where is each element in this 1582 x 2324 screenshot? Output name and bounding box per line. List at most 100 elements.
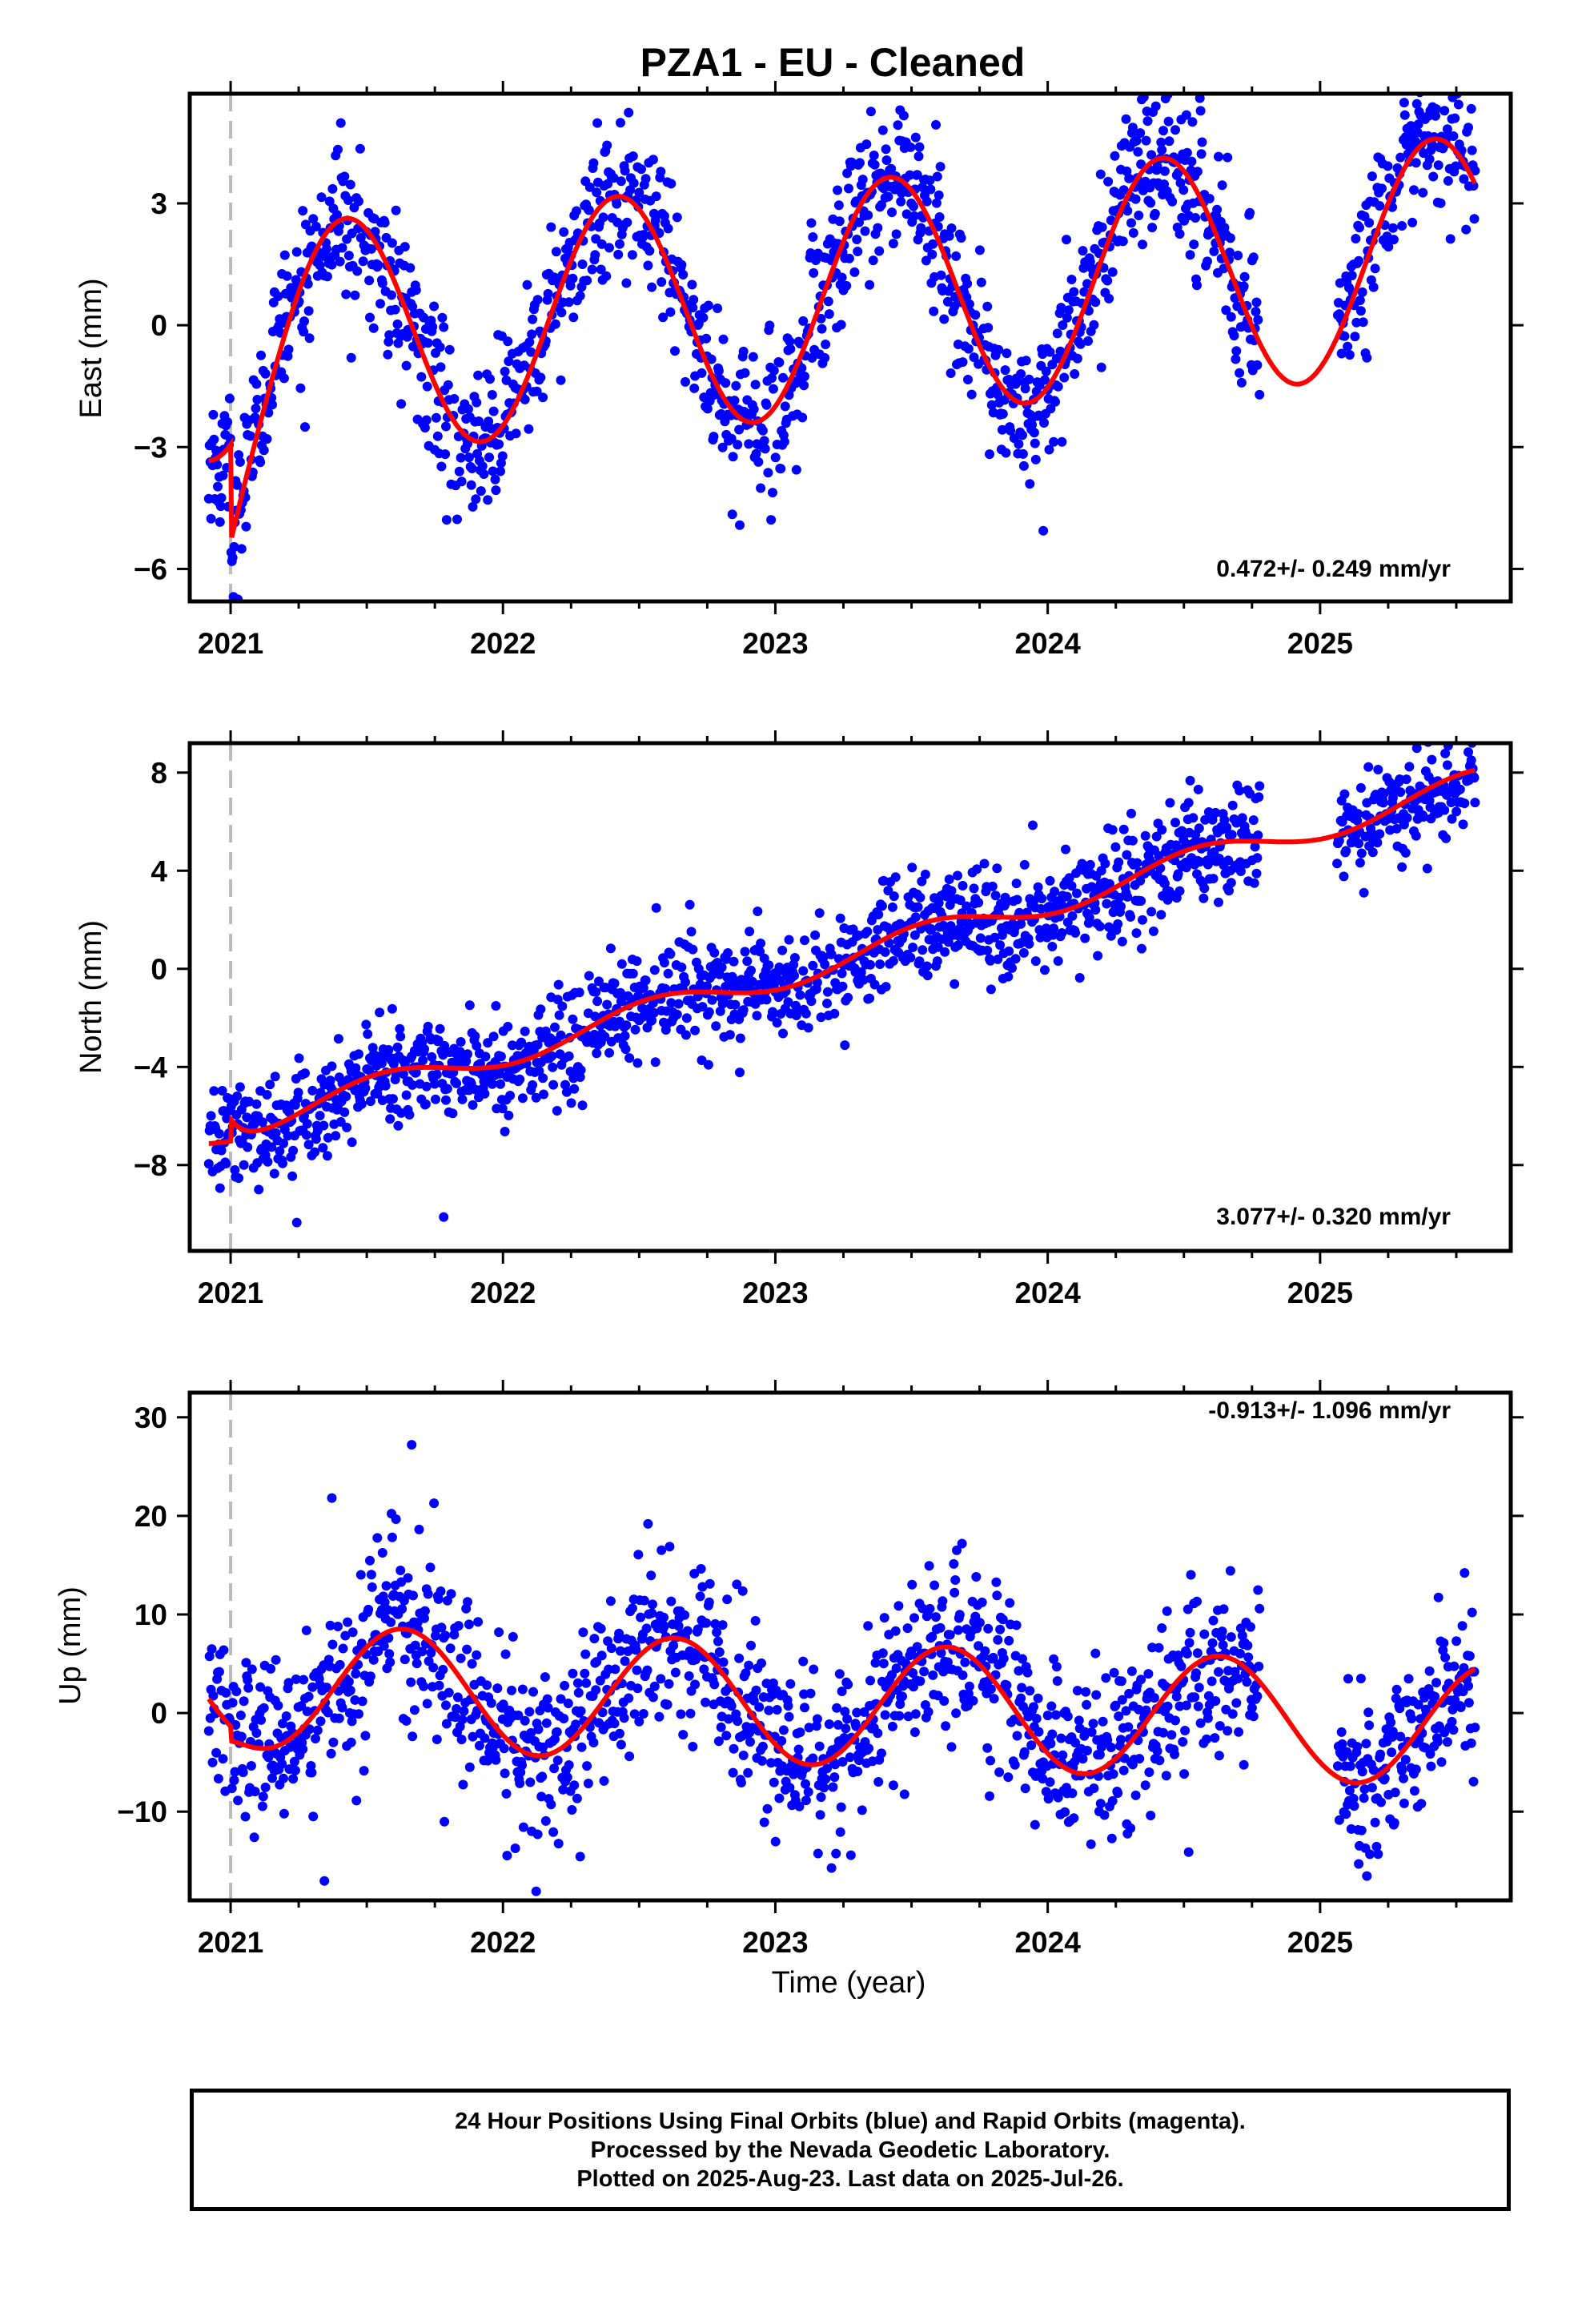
up-point-1419 [1436,1757,1447,1767]
up-point-529 [636,1612,646,1622]
east-point-429 [550,319,560,329]
east-point-644 [726,433,737,444]
up-point-1288 [1255,1603,1265,1614]
east-point-859 [896,196,906,207]
up-point-1245 [1219,1604,1229,1614]
north-x-tick-label: 2021 [198,1277,263,1309]
north-point-413 [538,1073,548,1084]
north-point-12 [214,1128,224,1139]
north-point-145 [322,1151,332,1161]
north-point-526 [632,956,642,967]
east-point-833 [874,246,885,256]
east-point-473 [587,264,597,275]
up-point-898 [938,1596,948,1606]
up-point-1388 [1413,1699,1423,1710]
up-point-402 [533,1724,544,1735]
up-point-1069 [1072,1686,1082,1696]
up-point-384 [518,1822,528,1832]
up-point-439 [563,1699,573,1708]
east-point-348 [484,452,494,463]
up-point-1337 [1371,1841,1382,1852]
east-point-526 [628,178,639,188]
up-point-306 [456,1653,466,1663]
up-point-1300 [1341,1809,1351,1819]
north-point-875 [921,961,932,971]
north-point-414 [539,1089,548,1100]
up-point-295 [445,1643,456,1654]
up-point-386 [520,1715,530,1726]
east-point-1117 [1104,293,1114,304]
north-point-1132 [1126,808,1136,818]
up-point-215 [381,1581,391,1591]
north-point-277 [431,1094,440,1104]
east-point-688 [760,444,770,454]
up-point-863 [909,1727,920,1737]
north-point-330 [472,1040,482,1051]
north-point-1091 [1094,921,1105,931]
east-point-1168 [1142,116,1153,127]
north-point-1061 [1070,927,1081,938]
east-point-1280 [1231,346,1242,356]
east-point-1226 [1186,156,1197,167]
east-point-326 [468,501,478,512]
east-point-471 [584,182,595,192]
up-point-32 [233,1795,243,1806]
up-point-669 [750,1615,761,1626]
up-point-1022 [1038,1774,1048,1784]
east-point-1342 [1357,287,1367,297]
up-point-882 [924,1561,934,1571]
up-point-418 [546,1799,556,1810]
east-point-320 [464,404,473,414]
up-point-613 [705,1578,715,1589]
up-point-569 [669,1640,679,1651]
north-point-408 [534,1066,544,1076]
east-point-1115 [1102,275,1113,286]
east-point-439 [559,227,569,237]
east-point-218 [379,218,390,228]
up-point-51 [250,1787,260,1797]
east-point-1378 [1387,223,1398,233]
up-point-992 [1014,1666,1024,1676]
north-point-1051 [1062,891,1072,902]
north-point-146 [323,1132,333,1143]
north-point-1041 [1053,956,1063,966]
up-point-932 [964,1681,974,1691]
up-point-521 [629,1709,640,1719]
up-plot-frame [187,1390,1513,1903]
north-point-890 [933,942,943,952]
up-point-463 [582,1761,592,1771]
north-point-1168 [1156,910,1166,920]
east-point-1257 [1214,151,1223,162]
north-point-1122 [1118,824,1129,834]
north-point-1399 [1419,812,1429,822]
north-point-833 [889,891,899,902]
east-point-988 [1000,365,1010,376]
east-point-96 [279,373,289,384]
up-point-316 [464,1762,475,1772]
up-point-449 [571,1719,581,1730]
east-point-272 [421,415,432,425]
up-point-916 [952,1545,962,1555]
up-point-383 [517,1684,528,1695]
up-x-tick-label: 2023 [742,1926,808,1959]
east-point-990 [1002,348,1012,359]
up-point-326 [473,1617,484,1627]
up-point-510 [620,1656,630,1667]
east-point-1018 [1025,479,1035,489]
east-point-222 [383,349,393,360]
up-point-287 [438,1664,448,1675]
north-point-522 [628,968,638,979]
north-point-1238 [1211,807,1221,818]
north-point-1289 [1252,853,1263,863]
up-point-100 [289,1756,299,1767]
up-point-370 [508,1631,518,1642]
up-point-1421 [1438,1645,1448,1655]
up-point-913 [950,1587,960,1598]
north-point-587 [685,899,695,910]
east-point-231 [390,304,400,315]
north-point-548 [650,1057,661,1068]
up-point-246 [406,1677,416,1687]
up-x-tick-label: 2021 [198,1926,263,1959]
east-point-120 [298,206,308,216]
east-point-905 [931,198,942,208]
